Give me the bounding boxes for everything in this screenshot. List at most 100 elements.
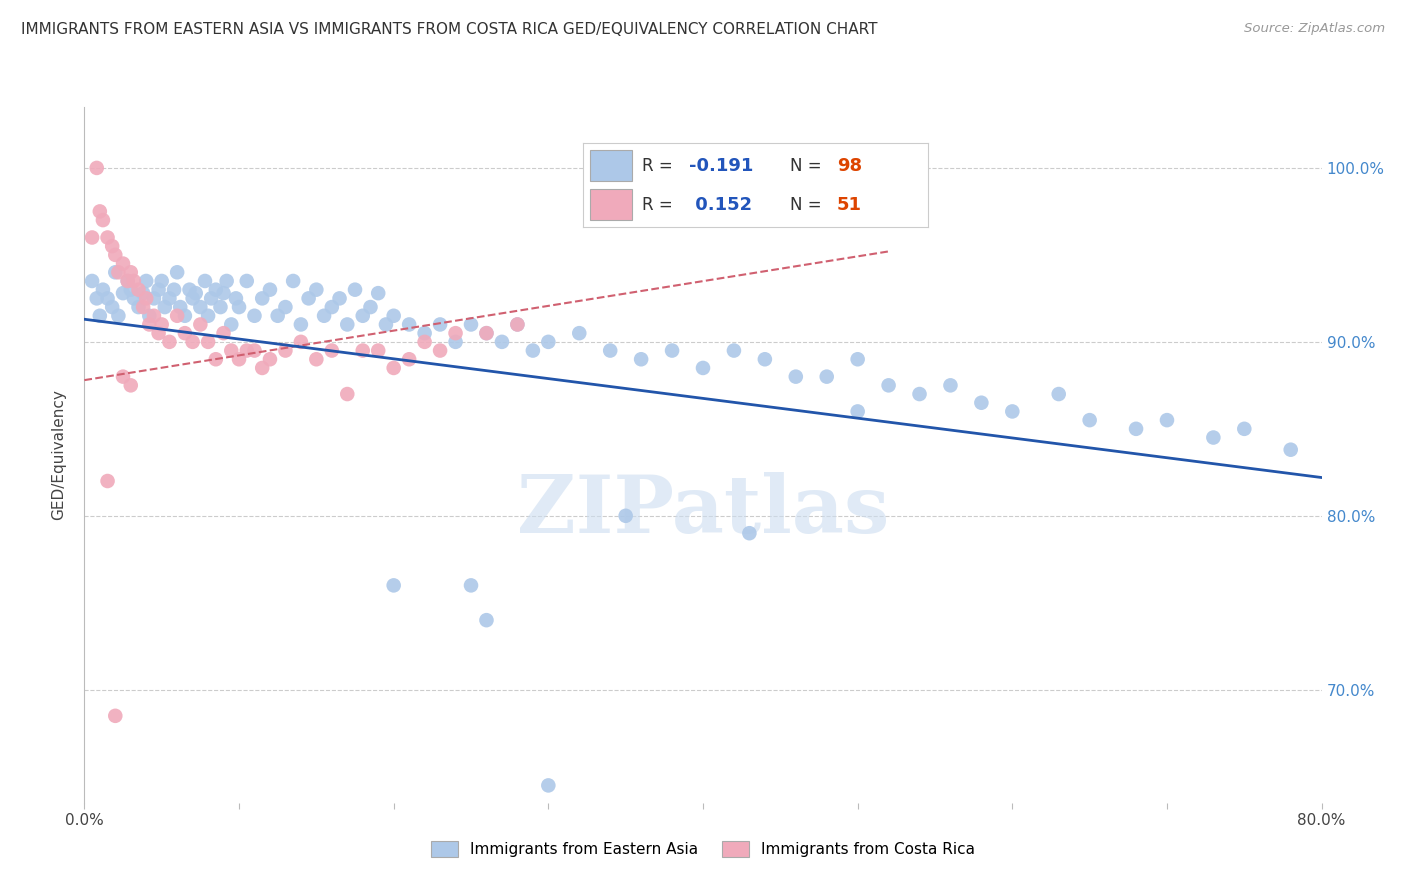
Point xyxy=(122,291,145,305)
Point xyxy=(221,318,243,332)
Point xyxy=(1001,404,1024,418)
Point xyxy=(138,318,160,332)
Point xyxy=(444,326,467,340)
Point xyxy=(86,161,108,175)
Point xyxy=(179,283,201,297)
Point xyxy=(150,274,173,288)
Point xyxy=(314,309,336,323)
Point xyxy=(163,283,186,297)
Text: Source: ZipAtlas.com: Source: ZipAtlas.com xyxy=(1244,22,1385,36)
Point xyxy=(614,508,637,523)
Point xyxy=(120,265,142,279)
Point xyxy=(738,526,761,541)
Point xyxy=(215,274,238,288)
Point xyxy=(1125,422,1147,436)
Point xyxy=(429,343,451,358)
Point xyxy=(188,300,212,314)
Point xyxy=(209,300,232,314)
Point xyxy=(475,613,498,627)
Point xyxy=(506,318,529,332)
Point xyxy=(148,326,170,340)
Point xyxy=(522,343,544,358)
Point xyxy=(148,283,170,297)
Point xyxy=(200,291,222,305)
Point xyxy=(135,274,157,288)
Point xyxy=(252,360,274,375)
Point xyxy=(344,283,367,297)
Point xyxy=(398,352,420,367)
Point xyxy=(537,334,560,349)
Point xyxy=(413,334,436,349)
Point xyxy=(475,326,498,340)
Point xyxy=(506,318,529,332)
Point xyxy=(723,343,745,358)
Text: ZIPatlas: ZIPatlas xyxy=(517,472,889,549)
Point xyxy=(846,404,869,418)
Point xyxy=(107,309,129,323)
Point xyxy=(321,300,343,314)
Point xyxy=(252,291,274,305)
Point xyxy=(194,274,217,288)
Point xyxy=(360,300,382,314)
Point xyxy=(274,300,297,314)
Text: N =: N = xyxy=(790,157,827,175)
Text: R =: R = xyxy=(643,195,678,213)
Point xyxy=(630,352,652,367)
Point xyxy=(329,291,352,305)
Point xyxy=(491,334,513,349)
Point xyxy=(205,352,228,367)
Point xyxy=(1202,431,1225,445)
Point xyxy=(112,257,135,271)
Point xyxy=(143,291,166,305)
Bar xyxy=(591,189,631,219)
Point xyxy=(375,318,398,332)
Point xyxy=(599,343,621,358)
Point xyxy=(290,318,312,332)
Point xyxy=(221,343,243,358)
Point xyxy=(305,352,328,367)
Point xyxy=(122,274,145,288)
Point xyxy=(117,274,139,288)
Point xyxy=(267,309,290,323)
Point xyxy=(444,334,467,349)
Point xyxy=(398,318,420,332)
Point xyxy=(321,343,343,358)
Point xyxy=(128,283,150,297)
Point xyxy=(305,283,328,297)
Point xyxy=(243,309,266,323)
Point xyxy=(692,360,714,375)
Point xyxy=(243,343,266,358)
Point xyxy=(82,274,104,288)
Point xyxy=(382,360,405,375)
Y-axis label: GED/Equivalency: GED/Equivalency xyxy=(51,390,66,520)
Point xyxy=(382,578,405,592)
Point xyxy=(274,343,297,358)
Point xyxy=(181,291,204,305)
Point xyxy=(212,326,235,340)
Point xyxy=(1279,442,1302,457)
Point xyxy=(352,309,374,323)
Point xyxy=(908,387,931,401)
Point xyxy=(537,778,560,792)
Point xyxy=(174,309,197,323)
Text: -0.191: -0.191 xyxy=(689,157,754,175)
Point xyxy=(132,286,155,301)
Point xyxy=(120,378,142,392)
Text: 0.152: 0.152 xyxy=(689,195,752,213)
Point xyxy=(97,474,120,488)
Point xyxy=(120,283,142,297)
Legend: Immigrants from Eastern Asia, Immigrants from Costa Rica: Immigrants from Eastern Asia, Immigrants… xyxy=(423,833,983,864)
Point xyxy=(785,369,807,384)
Point xyxy=(475,326,498,340)
Point xyxy=(259,283,281,297)
Point xyxy=(460,578,482,592)
Point xyxy=(132,300,155,314)
Point xyxy=(166,309,188,323)
Point xyxy=(91,213,114,227)
Point xyxy=(153,300,176,314)
Point xyxy=(117,274,139,288)
Point xyxy=(181,334,204,349)
Point xyxy=(460,318,482,332)
Point xyxy=(89,309,111,323)
Point xyxy=(352,343,374,358)
